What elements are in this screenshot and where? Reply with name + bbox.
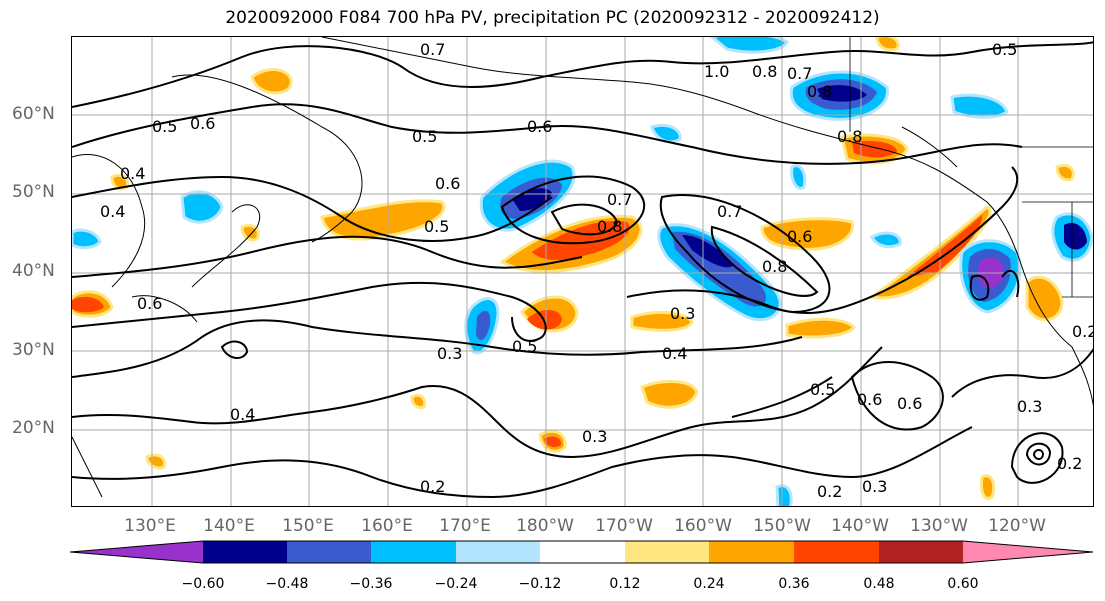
contour-label: 0.3: [1017, 397, 1042, 416]
contour-label: 0.7: [717, 202, 742, 221]
contour-label: 0.8: [837, 127, 862, 146]
map-canvas: 0.7 0.5 0.6 1.0 0.8 0.7 0.5 0.6 0.5 0.6 …: [72, 37, 1094, 506]
contour-label: 0.5: [152, 117, 177, 136]
lon-label-160e: 160°E: [361, 516, 413, 536]
lat-label-20n: 20°N: [12, 418, 55, 438]
lat-label-60n: 60°N: [12, 104, 55, 124]
map-title: 2020092000 F084 700 hPa PV, precipitatio…: [225, 8, 880, 28]
graticule: [72, 37, 1093, 506]
colorbar-segment: [371, 541, 456, 563]
contour-label: 0.3: [437, 344, 462, 363]
contour-label-group: 0.7 0.5 0.6 1.0 0.8 0.7 0.5 0.6 0.5 0.6 …: [100, 40, 1094, 501]
colorbar-segment: [70, 541, 203, 563]
contour-label: 0.4: [230, 405, 255, 424]
lon-label-170w: 170°W: [595, 516, 653, 536]
precip-negative-fills: [72, 37, 1093, 506]
contour-label: 0.5: [512, 337, 537, 356]
colorbar-tick-label: 0.48: [863, 576, 895, 592]
contour-label: 0.3: [582, 427, 607, 446]
contour-label: 0.2: [420, 477, 445, 496]
colorbar: [70, 540, 1094, 564]
lon-label-140w: 140°W: [831, 516, 889, 536]
contour-label: 0.5: [412, 127, 437, 146]
contour-label: 0.2: [1057, 454, 1082, 473]
contour-label: 0.6: [857, 390, 882, 409]
colorbar-segment: [709, 541, 794, 563]
colorbar-tick-label: −0.12: [518, 576, 562, 592]
colorbar-outline: [70, 540, 1094, 564]
lon-label-170e: 170°E: [439, 516, 491, 536]
lon-label-120w: 120°W: [988, 516, 1046, 536]
colorbar-tick-label: 0.24: [693, 576, 725, 592]
precip-positive-fills: [72, 37, 1075, 500]
contour-label: 0.2: [817, 482, 842, 501]
contour-label: 1.0: [704, 62, 729, 81]
contour-label: 0.6: [787, 227, 812, 246]
contour-label: 0.6: [527, 117, 552, 136]
lon-label-160w: 160°W: [674, 516, 732, 536]
contour-label: 0.8: [807, 82, 832, 101]
colorbar-segment: [879, 541, 963, 563]
colorbar-tick-label: 0.12: [609, 576, 641, 592]
contour-label: 0.7: [787, 64, 812, 83]
contour-label: 0.6: [137, 294, 162, 313]
contour-label: 0.8: [762, 257, 787, 276]
colorbar-segment: [540, 541, 625, 563]
lon-label-130e: 130°E: [124, 516, 176, 536]
contour-label: 0.5: [810, 380, 835, 399]
colorbar-segment: [963, 541, 1093, 563]
contour-label: 0.7: [420, 40, 445, 59]
contour-label: 0.3: [862, 477, 887, 496]
contour-label: 0.5: [424, 217, 449, 236]
contour-label: 0.4: [662, 344, 687, 363]
colorbar-tick-label: 0.60: [947, 576, 979, 592]
borders: [849, 37, 1093, 298]
colorbar-tick-label: −0.48: [265, 576, 309, 592]
colorbar-segment: [456, 541, 540, 563]
contour-label: 0.7: [607, 190, 632, 209]
lat-label-50n: 50°N: [12, 182, 55, 202]
colorbar-tick-label: 0.36: [778, 576, 810, 592]
contour-label: 0.5: [992, 40, 1017, 59]
contour-label: 0.4: [100, 202, 125, 221]
colorbar-segment: [625, 541, 709, 563]
lon-label-150w: 150°W: [753, 516, 811, 536]
contour-label: 0.2: [1072, 322, 1094, 341]
contour-label: 0.8: [597, 217, 622, 236]
coastlines: [72, 37, 1093, 498]
contour-label: 0.3: [670, 304, 695, 323]
colorbar-tick-label: −0.36: [349, 576, 393, 592]
contour-label: 0.6: [435, 174, 460, 193]
lon-label-140e: 140°E: [203, 516, 255, 536]
map-panel: 0.7 0.5 0.6 1.0 0.8 0.7 0.5 0.6 0.5 0.6 …: [71, 36, 1094, 507]
lon-label-180w: 180°W: [516, 516, 574, 536]
lon-label-130w: 130°W: [910, 516, 968, 536]
colorbar-segment: [794, 541, 879, 563]
colorbar-segment: [287, 541, 371, 563]
colorbar-tick-label: −0.24: [434, 576, 478, 592]
contour-label: 0.6: [190, 114, 215, 133]
colorbar-tick-label: −0.60: [181, 576, 225, 592]
lat-label-40n: 40°N: [12, 261, 55, 281]
lon-label-150e: 150°E: [282, 516, 334, 536]
lat-label-30n: 30°N: [12, 340, 55, 360]
pv-contours: [72, 41, 1093, 499]
contour-label: 0.4: [120, 164, 145, 183]
contour-label: 0.8: [752, 62, 777, 81]
colorbar-segment: [203, 541, 287, 563]
contour-label: 0.6: [897, 394, 922, 413]
